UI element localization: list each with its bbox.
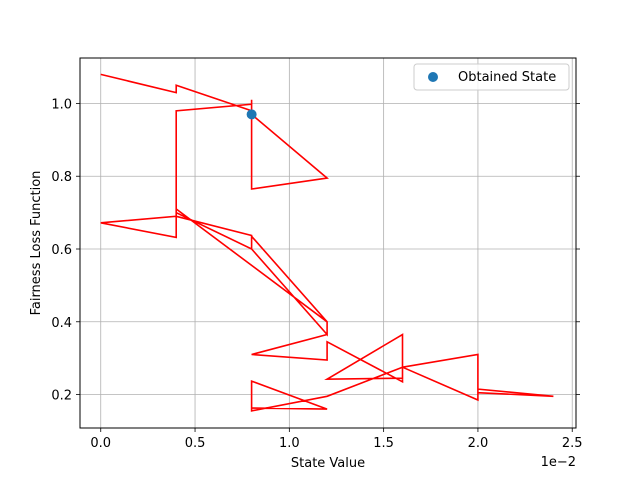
legend-label-obtained-state: Obtained State <box>458 70 556 85</box>
x-axis-offset-label: 1e−2 <box>541 455 576 470</box>
x-tick-label-2: 1.0 <box>279 436 300 451</box>
y-axis-label: Fairness Loss Function <box>29 171 44 316</box>
x-axis-label: State Value <box>291 456 365 471</box>
legend-box <box>413 63 570 91</box>
y-tick-label-1: 0.4 <box>51 316 72 331</box>
obtained-state-point-0 <box>246 109 257 120</box>
legend: Obtained State <box>413 63 570 91</box>
x-tick-label-1: 0.5 <box>185 436 206 451</box>
x-tick-label-0: 0.0 <box>90 436 111 451</box>
y-tick-label-0: 0.2 <box>51 389 72 404</box>
ticks: 0.0 0.5 1.0 1.5 2.0 2.5 0.2 0.4 0.6 0.8 1.0 <box>51 97 582 451</box>
x-tick-label-3: 1.5 <box>373 436 394 451</box>
y-tick-label-4: 1.0 <box>51 97 72 112</box>
y-tick-label-3: 0.8 <box>51 170 72 185</box>
x-tick-label-4: 2.0 <box>468 436 489 451</box>
scatter-series <box>246 109 257 120</box>
x-tick-label-5: 2.5 <box>562 436 583 451</box>
grid <box>80 58 576 428</box>
legend-marker-obtained-state <box>428 72 438 82</box>
plot-frame <box>79 57 577 429</box>
y-tick-label-2: 0.6 <box>51 243 72 258</box>
